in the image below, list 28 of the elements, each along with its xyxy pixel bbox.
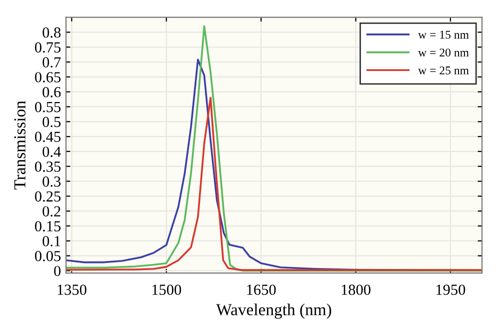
y-tick-label: 0.2	[42, 206, 60, 217]
legend-label: w = 15 nm	[418, 30, 469, 39]
y-tick-label: 0.55	[34, 102, 61, 112]
x-tick-label: 1350	[58, 284, 86, 295]
x-tick-label: 1500	[152, 284, 182, 295]
y-tick-label: 0.8	[42, 27, 61, 38]
legend-label: w = 20 nm	[418, 48, 469, 57]
y-tick-label: 0.4	[42, 146, 61, 157]
y-tick-label: 0.25	[34, 191, 61, 202]
y-tick-label: 0.1	[42, 236, 60, 246]
y-tick-label: 0.3	[42, 176, 61, 187]
y-tick-label: 0.15	[34, 221, 61, 232]
x-tick-label: 1800	[342, 284, 370, 295]
y-tick-label: 0.75	[34, 42, 61, 53]
x-tick-label: 1650	[247, 284, 276, 295]
y-axis-title: Transmission	[14, 100, 26, 190]
y-tick-label: 0.7	[42, 57, 61, 68]
legend-label: w = 25 nm	[418, 66, 469, 74]
y-tick-label: 0	[54, 266, 61, 276]
y-tick-label: 0.65	[34, 72, 61, 82]
y-tick-label: 0.45	[34, 132, 61, 142]
y-tick-label: 0.5	[42, 116, 61, 128]
y-tick-label: 0.35	[34, 161, 61, 172]
x-axis-title: Wavelength (nm)	[216, 304, 332, 319]
y-tick-label: 0.6	[42, 86, 61, 98]
x-tick-label: 1950	[436, 284, 466, 295]
line-series	[66, 96, 482, 271]
y-tick-label: 0.05	[34, 250, 61, 262]
